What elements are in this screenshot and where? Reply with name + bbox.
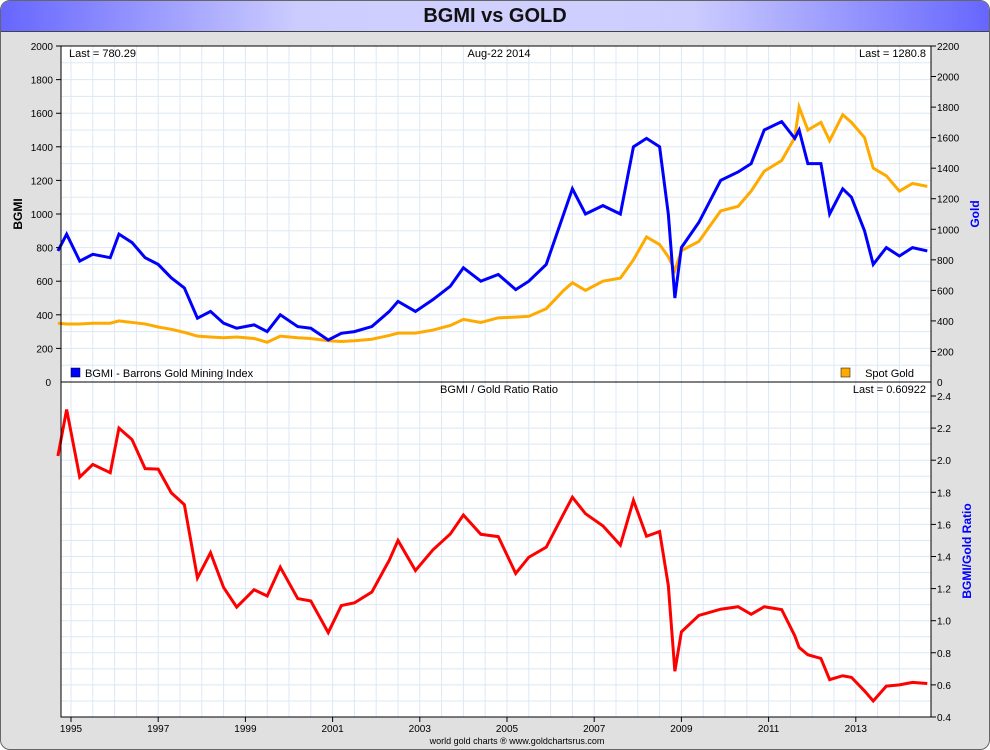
y-axis-label-bgmi: BGMI [11, 198, 25, 229]
y-tick-label: 400 [36, 311, 53, 322]
ratio-tick-label: 1.8 [937, 488, 951, 499]
y2-tick-label: 1000 [937, 225, 960, 236]
y2-tick-label: 2200 [937, 42, 960, 53]
y-tick-label: 1400 [31, 143, 54, 154]
y-tick-label: 800 [36, 244, 53, 255]
x-tick-label: 2013 [845, 724, 868, 735]
last-bgmi: Last = 780.29 [69, 48, 136, 60]
y-tick-label: 1600 [31, 109, 54, 120]
ratio-tick-label: 0.4 [937, 713, 951, 724]
ratio-panel-title: BGMI / Gold Ratio Ratio [440, 384, 558, 396]
y-tick-label: 1000 [31, 210, 54, 221]
x-tick-label: 1995 [60, 724, 83, 735]
y-tick-label: 200 [36, 344, 53, 355]
x-tick-label: 2003 [409, 724, 432, 735]
y2-tick-label: 1600 [937, 134, 960, 145]
ratio-tick-label: 0.6 [937, 681, 951, 692]
legend-gold: Spot Gold [865, 368, 914, 380]
date-label: Aug-22 2014 [468, 48, 531, 60]
legend-gold-swatch [840, 367, 851, 378]
y-axis-label-gold: Gold [968, 200, 982, 227]
y-tick-label: 600 [36, 277, 53, 288]
y-tick-label: 2000 [31, 42, 54, 53]
x-tick-label: 2011 [758, 724, 780, 735]
y2-tick-label: 1200 [937, 195, 960, 206]
y2-tick-label: 800 [937, 256, 954, 267]
y2-tick-label: 400 [937, 317, 954, 328]
ratio-tick-label: 1.0 [937, 617, 951, 628]
legend-bgmi-swatch [70, 367, 81, 378]
last-gold: Last = 1280.8 [859, 48, 926, 60]
x-tick-label: 1997 [147, 724, 170, 735]
y2-tick-label: 1800 [937, 103, 960, 114]
x-tick-label: 1999 [234, 724, 257, 735]
zero-right: 0 [937, 378, 943, 389]
ratio-tick-label: 1.2 [937, 585, 951, 596]
gold-series-line [57, 101, 928, 344]
ratio-series-line [56, 409, 928, 704]
y2-tick-label: 2000 [937, 73, 960, 84]
x-tick-label: 2001 [321, 724, 344, 735]
x-tick-label: 2009 [670, 724, 693, 735]
ratio-tick-label: 2.0 [937, 456, 951, 467]
last-ratio: Last = 0.60922 [853, 384, 926, 396]
x-tick-label: 2007 [583, 724, 606, 735]
chart-title: BGMI vs GOLD [1, 1, 989, 32]
zero-left: 0 [45, 378, 51, 389]
ratio-tick-label: 2.2 [937, 424, 951, 435]
ratio-tick-label: 1.4 [937, 553, 951, 564]
ratio-tick-label: 1.6 [937, 520, 951, 531]
y2-tick-label: 1400 [937, 164, 960, 175]
footer-credit: world gold charts ® www.goldchartsrus.co… [429, 736, 605, 746]
ratio-tick-label: 0.8 [937, 649, 951, 660]
y-axis-label-ratio: BGMI/Gold Ratio [960, 503, 974, 598]
y-tick-label: 1200 [31, 176, 54, 187]
legend-bgmi: BGMI - Barrons Gold Mining Index [85, 368, 254, 380]
ratio-tick-label: 2.4 [937, 392, 951, 403]
x-tick-label: 2005 [496, 724, 519, 735]
y2-tick-label: 600 [937, 286, 954, 297]
y-tick-label: 1800 [31, 76, 54, 87]
y2-tick-label: 200 [937, 347, 954, 358]
bgmi-series-line [56, 119, 928, 342]
